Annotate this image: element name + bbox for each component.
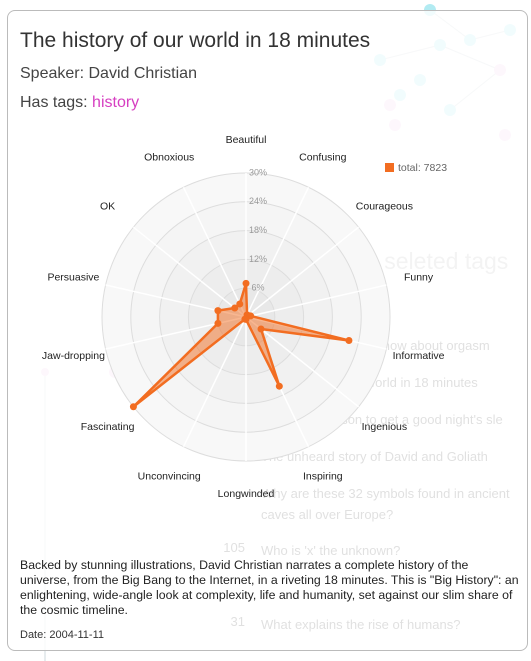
axis-label: Informative (393, 350, 445, 362)
axis-label: Funny (404, 271, 434, 283)
radar-point (214, 319, 222, 327)
axis-label: Longwinded (218, 488, 275, 500)
tick-label: 6% (251, 283, 264, 293)
radar-point (241, 315, 249, 323)
tick-label: 12% (249, 254, 267, 264)
description: Backed by stunning illustrations, David … (20, 558, 519, 617)
axis-label: Inspiring (303, 470, 343, 482)
tick-label: 18% (249, 225, 267, 235)
radar-point (275, 382, 283, 390)
tag-link[interactable]: history (92, 94, 140, 111)
legend-swatch (385, 163, 394, 172)
tick-label: 30% (249, 167, 267, 177)
axis-label: Persuasive (47, 271, 99, 283)
spoke (245, 186, 310, 318)
radar-point (257, 325, 265, 333)
axis-label: Ingenious (362, 421, 408, 433)
spoke (245, 316, 360, 408)
axis-label: Unconvincing (138, 470, 201, 482)
axis-label: Courageous (356, 200, 413, 212)
spoke (132, 226, 247, 318)
radar-point (231, 304, 239, 312)
radar-point (242, 279, 250, 287)
axis-label: OK (100, 200, 115, 212)
axis-label: Fascinating (81, 421, 135, 433)
spoke (182, 316, 247, 448)
radar-chart: Beautiful Confusing Courageous Funny Informa… (42, 134, 447, 500)
axis-label: Obnoxious (144, 151, 194, 163)
tooltip: The history of our world in 18 minutes S… (7, 10, 528, 651)
radar-point (129, 403, 137, 411)
speaker: Speaker: David Christian (20, 65, 197, 82)
tags-label: Has tags: (20, 94, 88, 111)
axis-label: Jaw-dropping (42, 350, 105, 362)
tags: Has tags: history (20, 94, 139, 112)
radar-point (236, 300, 244, 308)
radar-point (214, 307, 222, 315)
date: Date: 2004-11-11 (20, 629, 104, 641)
radar-point (345, 336, 353, 344)
spoke (245, 226, 360, 318)
spoke (245, 284, 387, 318)
talk-title: The history of our world in 18 minutes (20, 29, 371, 52)
axis-label: Confusing (299, 151, 346, 163)
spoke (182, 186, 247, 318)
legend-label: total: 7823 (398, 162, 447, 174)
tick-label: 24% (249, 196, 267, 206)
axis-label: Beautiful (226, 134, 267, 146)
